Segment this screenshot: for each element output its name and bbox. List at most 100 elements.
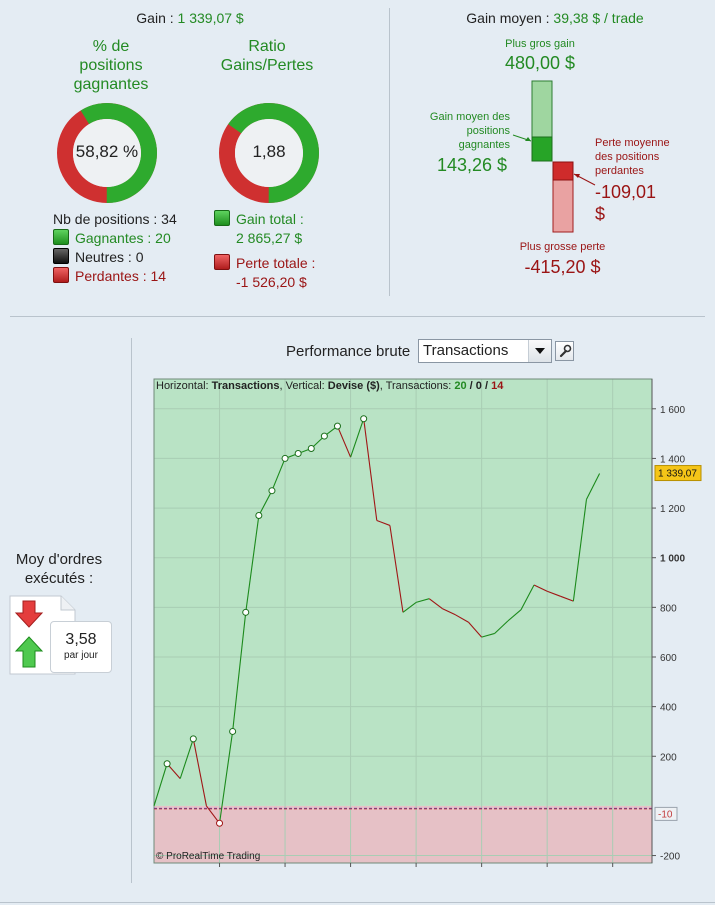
max-loss-label: Plus grosse perte (519, 241, 606, 253)
avg-win-value: 143,26 $ (437, 155, 508, 175)
gain-segment (520, 584, 535, 611)
gain-segment (245, 515, 260, 613)
last-value-text: 1 339,07 (658, 469, 697, 480)
avg-win-label-line: gagnantes (458, 139, 510, 151)
loss-segment (192, 738, 207, 807)
orders-per-day-title: Moy d'ordres exécutés : (0, 550, 118, 588)
avg-gain-value: 39,38 $ / trade (553, 10, 644, 26)
losers-text: Perdantes : 14 (75, 268, 167, 284)
ratio-title: Ratio Gains/Pertes (202, 37, 332, 75)
y-tick-label: 800 (660, 603, 677, 614)
plot-negative-region (154, 805, 652, 863)
win-rate-title-line: gagnantes (73, 76, 149, 93)
y-tick-label: 1 400 (660, 454, 685, 465)
gain-segment (402, 601, 417, 613)
donut-gain-arc (219, 103, 319, 203)
x-axis: 5 10 15 20 25 30 35 (217, 863, 619, 870)
y-tick-label: 1 600 (660, 405, 685, 416)
gain-segment (179, 738, 194, 779)
vertical-label: , Vertical: (279, 380, 328, 392)
performance-mode-select[interactable]: Transactions (418, 339, 552, 363)
orders-title-line: exécutés : (24, 570, 94, 587)
chart-info-header: Horizontal: Transactions, Vertical: Devi… (156, 380, 503, 392)
data-point-marker (360, 415, 368, 423)
avg-gain-summary: Gain moyen : 39,38 $ / trade (395, 10, 715, 26)
legend-gain-total: Gain total : (214, 210, 374, 229)
horizontal-label: Horizontal: (156, 380, 212, 392)
ratio-title-line: Gains/Pertes (220, 57, 314, 74)
y-tick-label: 1 200 (660, 504, 685, 515)
loss-segment (560, 595, 574, 602)
avg-loss-label-line: des positions (595, 151, 660, 163)
data-point-marker (216, 819, 224, 827)
y-axis: -200 200 400 600 800 1 000 1 200 1 400 1 600 (651, 379, 685, 863)
performance-markers (163, 415, 368, 827)
gain-segment (258, 490, 273, 516)
reference-value-badge: -10 (654, 806, 678, 821)
transactions-separator: / (466, 380, 476, 392)
avg-gain-bar (531, 136, 553, 162)
data-point-marker (294, 449, 302, 457)
x-tick-label: 35 (607, 869, 619, 870)
avg-loss-label-line: Perte moyenne (595, 137, 670, 149)
y-tick-label: 200 (660, 752, 677, 763)
gain-label: Gain : (136, 10, 178, 26)
orders-per-day-value: 3,58 (65, 631, 97, 648)
legend-winners: Gagnantes : 20 (53, 229, 223, 248)
loss-segment (363, 418, 378, 521)
gain-total-label: Gain total : (236, 211, 304, 227)
gain-segment (572, 499, 588, 602)
x-tick-label: 5 (217, 869, 223, 870)
sell-arrow-icon (14, 600, 44, 628)
x-tick-label: 30 (542, 869, 554, 870)
loss-total-value: -1 526,20 $ (236, 274, 307, 290)
win-rate-donut (57, 103, 157, 203)
wrench-settings-button[interactable] (555, 341, 574, 361)
x-tick-label: 15 (345, 869, 357, 870)
gain-segment (153, 763, 168, 807)
gain-segment (350, 418, 365, 458)
last-value-badge: 1 339,07 (654, 465, 702, 482)
vertical-value: Devise ($) (327, 380, 380, 392)
y-tick-label: 1 000 (660, 554, 685, 565)
avg-loss-arrowhead (574, 174, 580, 178)
win-rate-title-line: % de (92, 38, 130, 55)
red-square-icon (214, 254, 230, 270)
loss-segment (205, 805, 220, 824)
chevron-down-icon[interactable] (528, 340, 551, 362)
plot-positive-region (154, 379, 652, 806)
performance-title: Performance brute (286, 343, 411, 360)
gain-total-value: 2 865,27 $ (236, 230, 303, 246)
y-tick-label: -200 (660, 852, 680, 863)
data-point-marker (242, 608, 250, 616)
data-point-marker (189, 735, 197, 743)
transactions-neutral: 0 (475, 380, 482, 392)
avg-loss-value-line: $ (595, 204, 606, 224)
transactions-label: , Transactions: (379, 380, 455, 392)
max-loss-value: -415,20 $ (524, 257, 601, 277)
data-point-marker (229, 727, 237, 735)
data-point-marker (320, 432, 328, 440)
positions-total: Nb de positions : 34 (53, 211, 177, 227)
orders-title-line: Moy d'ordres (15, 551, 103, 568)
avg-loss-value-line: -109,01 (595, 182, 657, 202)
buy-arrow-icon (14, 636, 44, 668)
transactions-separator: / (481, 380, 492, 392)
loss-segment (468, 621, 483, 638)
green-square-icon (53, 229, 69, 245)
avg-gain-arrowhead (525, 137, 531, 141)
donut-center (73, 119, 141, 187)
donut-center (235, 119, 303, 187)
max-gain-value: 480,00 $ (504, 53, 576, 73)
gain-segment (232, 612, 247, 732)
orders-per-day-card: 3,58 par jour (50, 621, 112, 673)
horizontal-divider (10, 316, 705, 317)
gain-value: 1 339,07 $ (177, 10, 244, 26)
bottom-divider (0, 902, 715, 903)
gain-segment (271, 458, 286, 491)
gain-segment (415, 598, 430, 603)
gain-segment (585, 473, 601, 500)
chart-grid (154, 379, 652, 863)
data-point-marker (333, 422, 341, 430)
